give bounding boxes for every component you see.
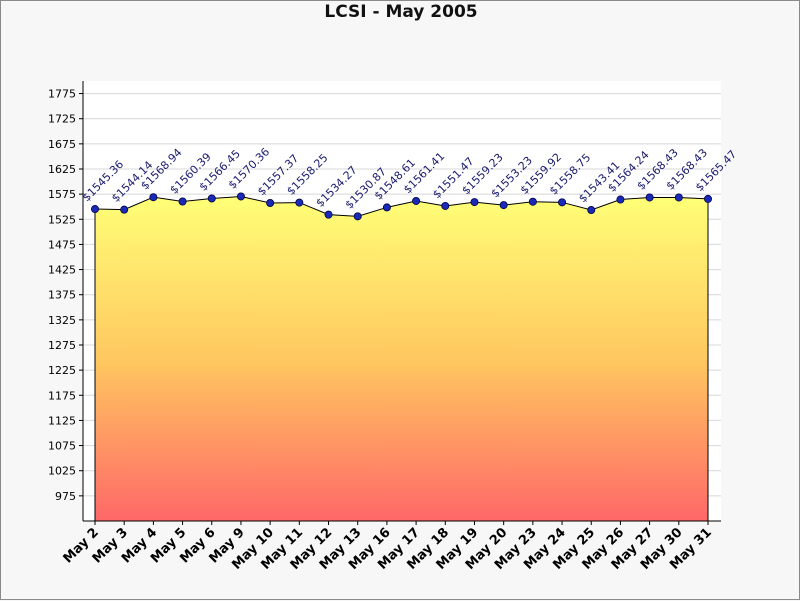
data-point (587, 206, 596, 215)
data-point (616, 195, 625, 204)
y-tick-label: 1225 (48, 364, 76, 377)
data-point (149, 193, 158, 202)
data-point (645, 193, 654, 202)
area-series (94, 195, 709, 521)
y-tick-label: 1575 (48, 188, 76, 201)
data-point (324, 210, 333, 219)
y-axis-ticks: 975 1025 1075 1125 1175 1225 1275 1325 1375 1425 1… (48, 88, 83, 503)
data-point (499, 201, 508, 210)
data-point (178, 197, 187, 206)
y-tick-label: 1475 (48, 238, 76, 251)
data-point (558, 198, 567, 207)
y-tick-label: 1525 (48, 213, 76, 226)
data-point (441, 201, 450, 210)
data-point (91, 205, 100, 214)
data-point (266, 199, 275, 208)
data-point (528, 197, 537, 206)
data-point (674, 193, 683, 202)
y-tick-label: 1175 (48, 389, 76, 402)
y-tick-label: 975 (55, 490, 76, 503)
data-point (470, 198, 479, 207)
y-tick-label: 1125 (48, 414, 76, 427)
axes (82, 81, 721, 522)
y-tick-label: 1275 (48, 339, 76, 352)
chart-title: LCSI - May 2005 (324, 2, 478, 22)
data-point (295, 198, 304, 207)
data-point (382, 203, 391, 212)
series-line (94, 195, 709, 217)
data-point (353, 212, 362, 221)
data-point (236, 192, 245, 201)
y-tick-label: 1375 (48, 289, 76, 302)
y-tick-label: 1325 (48, 314, 76, 327)
y-tick-label: 1425 (48, 264, 76, 277)
y-tick-label: 1775 (48, 88, 76, 101)
data-point (412, 196, 421, 205)
data-point (704, 194, 713, 203)
y-tick-label: 1625 (48, 163, 76, 176)
y-tick-label: 1025 (48, 465, 76, 478)
y-tick-label: 1675 (48, 138, 76, 151)
data-point (120, 205, 129, 214)
data-point (207, 194, 216, 203)
y-tick-label: 1075 (48, 440, 76, 453)
area-fill (95, 196, 708, 521)
y-tick-label: 1725 (48, 113, 76, 126)
data-markers (91, 192, 713, 221)
